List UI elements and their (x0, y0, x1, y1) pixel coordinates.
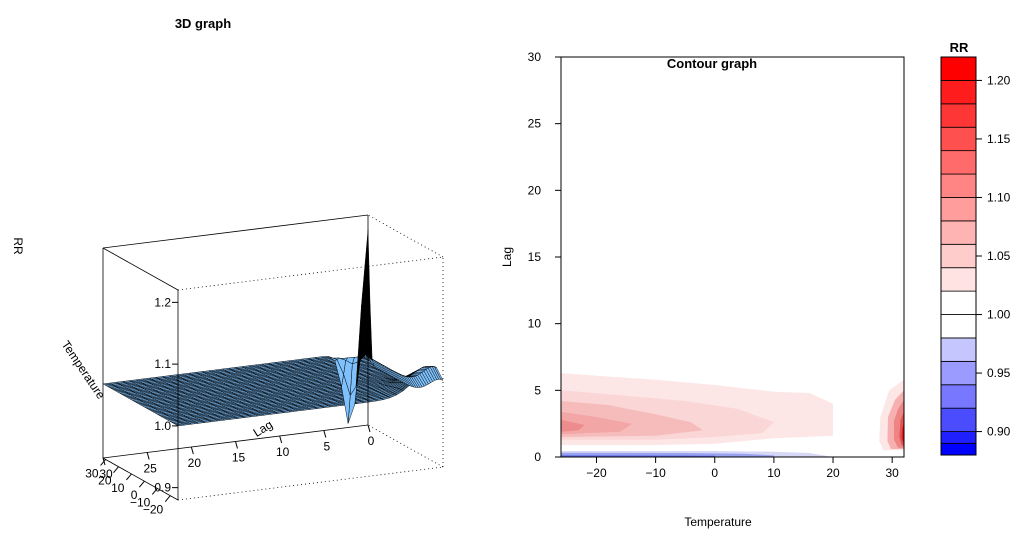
surface-lag-tick-label: 10 (276, 445, 290, 459)
colorbar-panel: RR 1.20 1.15 1.10 1.05 1.00 0.95 0.90 (940, 40, 1011, 456)
colorbar-band (940, 150, 977, 175)
surface-lag-tick (235, 441, 238, 449)
surface-temperature-label: Temperature (59, 338, 108, 402)
surface-temperature-tick-label: 0 (131, 488, 138, 502)
surface-box-back (177, 214, 444, 501)
surface-temperature-tick (138, 480, 145, 488)
surface-box-hidden-edge (367, 424, 444, 468)
contour-regions (561, 373, 904, 457)
surface-lag-tick-label: 5 (323, 440, 330, 454)
surface-z-tick-label: 1.1 (154, 357, 171, 371)
surface-box-edge (102, 457, 179, 501)
surface-z-tick-label: 1.0 (154, 419, 171, 433)
surface-temperature-tick (100, 459, 106, 466)
contour-x-tick-label: −20 (586, 466, 607, 480)
contour-panel: Contour graph −20 −10 0 10 20 30051015202530 … (500, 50, 905, 529)
colorbar-band (940, 290, 977, 315)
colorbar-tick-label: 1.20 (987, 73, 1011, 87)
surface-z-tick-label: 1.2 (154, 295, 171, 309)
colorbar-band (940, 360, 977, 386)
contour-region-9 (901, 422, 904, 444)
surface-lag-tick-label: 25 (143, 462, 157, 476)
surface-box-hidden-edge (177, 256, 444, 291)
surface-temperature-tick (126, 473, 132, 481)
contour-y-tick-label: 15 (528, 250, 542, 264)
contour-title: Contour graph (667, 56, 757, 71)
colorbar-band (940, 442, 977, 456)
surface-box-edge (102, 214, 369, 249)
contour-y-tick-label: 25 (528, 117, 542, 131)
colorbar-title: RR (950, 40, 969, 55)
colorbar-band (940, 126, 977, 152)
surface-lag-tick (323, 430, 327, 438)
surface-temperature-tick (151, 488, 158, 495)
contour-x-tick-label: −10 (645, 466, 666, 480)
surface-temperature-tick-label: −10 (130, 495, 151, 509)
surface-mesh (102, 230, 444, 427)
surface-lag-tick-label: 15 (232, 451, 246, 465)
surface-temperature-tick-label: −20 (143, 503, 164, 517)
surface-lag-tick (190, 446, 194, 455)
surface-temperature-tick (164, 495, 171, 502)
contour-y-tick-label: 30 (528, 50, 542, 64)
colorbar-tick-label: 0.90 (987, 425, 1011, 439)
surface-lag-tick-label: 0 (368, 434, 375, 448)
colorbar-band (940, 103, 977, 128)
surface-lag-tick (146, 452, 150, 460)
colorbar-tick-label: 1.15 (987, 132, 1011, 146)
colorbar-band (940, 314, 977, 339)
surface-box-hidden-edge (367, 214, 444, 258)
contour-axes: −20 −10 0 10 20 30 0 5 10 15 20 25 30 (528, 50, 900, 480)
surface-z-tick-label: 0.9 (154, 481, 171, 495)
contour-x-tick-label: 30 (885, 466, 899, 480)
contour-x-tick-label: 0 (711, 466, 718, 480)
colorbar-band (940, 197, 977, 222)
colorbar-band (940, 267, 977, 292)
surface-z-label: RR (11, 237, 25, 255)
colorbar-tick-label: 1.05 (987, 249, 1011, 263)
colorbar-band (940, 173, 977, 198)
surface-box-edge (102, 247, 179, 291)
surface-box-hidden-edge (177, 466, 444, 501)
colorbar-tick-label: 1.00 (987, 308, 1011, 322)
contour-x-tick-label: 10 (767, 466, 781, 480)
colorbar-band (940, 220, 977, 245)
contour-region-4 (561, 419, 585, 432)
contour-y-tick-label: 10 (528, 317, 542, 331)
surface-lag-tick-label: 20 (188, 456, 202, 470)
colorbar-band (940, 243, 977, 269)
surface-temperature-tick-label: 20 (98, 474, 112, 488)
surface-lag-tick-label: 30 (99, 467, 113, 481)
colorbar-band (940, 56, 977, 81)
surface-temperature-tick-label: 10 (111, 481, 125, 495)
colorbar-band (940, 384, 977, 409)
colorbar-band (940, 337, 977, 362)
surface-temperature-tick-label: 30 (85, 466, 99, 480)
colorbar-band (940, 407, 977, 432)
contour-y-tick-label: 5 (534, 383, 541, 397)
contour-x-label: Temperature (684, 515, 752, 529)
colorbar-tick-label: 1.10 (987, 190, 1011, 204)
contour-y-tick-label: 20 (528, 183, 542, 197)
surface-lag-label: Lag (251, 417, 275, 439)
surface-lag-tick (367, 424, 371, 433)
contour-x-tick-label: 20 (826, 466, 840, 480)
colorbar: 1.20 1.15 1.10 1.05 1.00 0.95 0.90 (940, 56, 1011, 456)
surface-lag-tick (279, 435, 283, 444)
surface-temperature-tick (113, 466, 119, 474)
contour-y-tick-label: 0 (534, 450, 541, 464)
colorbar-band (940, 80, 977, 105)
colorbar-band (940, 431, 977, 444)
contour-y-label: Lag (500, 247, 514, 267)
colorbar-tick-label: 0.95 (987, 366, 1011, 380)
surface-lag-tick (102, 457, 106, 466)
surface-title: 3D graph (175, 16, 231, 31)
